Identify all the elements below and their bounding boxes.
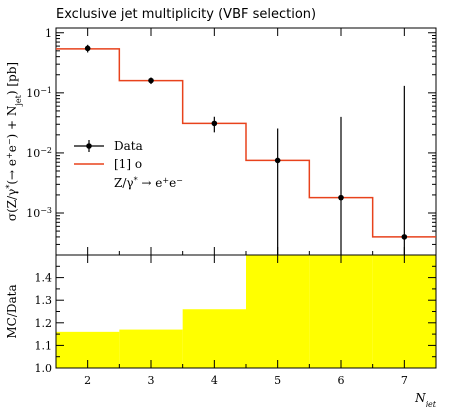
y-axis-label: σ(Z/γ*(→ e+e−) + Njet) [pb] (5, 62, 23, 221)
ratio-y-tick-label: 1.3 (35, 294, 53, 307)
y-tick-label: 10−3 (26, 206, 52, 221)
x-tick-label: 3 (148, 374, 155, 387)
ratio-band (372, 255, 436, 368)
ratio-band (182, 309, 246, 368)
x-tick-label: 7 (401, 374, 408, 387)
data-point (148, 77, 154, 84)
main-plot: 1 10−1 10−2 10−3σ(Z/γ*(→ e+e−) + Njet) [pb]… (5, 27, 437, 256)
x-tick-label: 5 (274, 374, 281, 387)
mc-histogram-line (56, 48, 436, 238)
x-tick-label: 2 (84, 374, 91, 387)
y-tick-label: 1 (45, 27, 52, 40)
data-point (84, 45, 91, 52)
data-point (338, 194, 344, 201)
x-tick-label: 4 (211, 374, 218, 387)
ratio-y-tick-label: 1.1 (35, 339, 53, 352)
chart-title: Exclusive jet multiplicity (VBF selectio… (56, 7, 316, 22)
ratio-plot: 1.0 1.1 1.2 1.3 1.4 2 3 4 5 6 7 MC/Data Njet (5, 254, 437, 407)
ratio-y-tick-label: 1.4 (35, 272, 53, 285)
ratio-y-tick-label: 1.2 (35, 317, 53, 330)
ratio-y-tick-label: 1.0 (35, 362, 53, 375)
legend-data-label: Data (114, 139, 143, 153)
data-point (401, 234, 408, 240)
legend-mc-label: [1] o (114, 157, 142, 171)
x-tick-label: 6 (338, 374, 345, 387)
ratio-band (309, 255, 373, 368)
ratio-band (246, 255, 310, 368)
data-point (211, 120, 218, 127)
ratio-y-axis-label: MC/Data (5, 284, 19, 338)
x-axis-label: Njet (414, 391, 437, 407)
y-tick-label: 10−2 (26, 145, 52, 160)
y-tick-label: 10−1 (26, 85, 52, 100)
legend-subtitle: Z/γ* → e+e− (114, 176, 183, 191)
data-point (274, 157, 281, 164)
